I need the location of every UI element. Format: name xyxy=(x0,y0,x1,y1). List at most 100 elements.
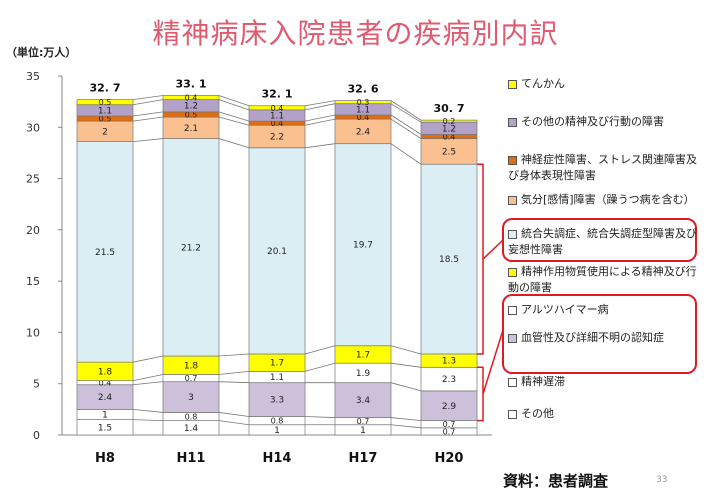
series-connector-line xyxy=(304,100,336,107)
series-connector-line xyxy=(304,416,336,418)
series-connector-line xyxy=(304,345,336,355)
data-label: 0.7 xyxy=(443,420,456,429)
series-connector-line xyxy=(390,362,422,368)
y-tick-label: 35 xyxy=(26,70,40,83)
data-label: 2.4 xyxy=(98,393,113,403)
legend-item: 精神遅滞 xyxy=(508,374,703,390)
data-label: 2.4 xyxy=(356,127,371,137)
legend-label: 気分[感情]障害（躁うつ病を含む） xyxy=(521,193,695,206)
bracket-schizophrenia xyxy=(477,163,484,355)
data-label: 1.1 xyxy=(270,373,284,383)
y-tick-label: 25 xyxy=(26,173,40,186)
data-label: 20.1 xyxy=(267,247,287,257)
data-label: 2.2 xyxy=(270,133,284,143)
source-note: 資料：患者調査 xyxy=(503,472,609,490)
data-label: 1.3 xyxy=(442,357,456,367)
x-tick-label: H11 xyxy=(177,451,206,466)
legend-label: 精神遅滞 xyxy=(521,375,565,388)
series-connector-line xyxy=(132,355,164,363)
series-connector-line xyxy=(132,408,164,413)
data-label: 21.2 xyxy=(181,243,201,253)
series-connector-line xyxy=(218,138,250,149)
bar-segment xyxy=(76,99,134,106)
series-connector-line xyxy=(304,118,336,126)
series-connector-line xyxy=(304,114,336,122)
data-label: 1.1 xyxy=(356,105,370,115)
data-label: 2.9 xyxy=(442,402,457,412)
bracket-connector xyxy=(482,239,504,260)
data-label: 3 xyxy=(188,393,194,403)
series-connector-line xyxy=(218,381,250,384)
data-label: 18.5 xyxy=(439,255,459,265)
legend-item: 神経症性障害、ストレス関連障害及び身体表現性障害 xyxy=(508,152,703,184)
bar-segment xyxy=(76,141,134,363)
legend-highlight-schizophrenia xyxy=(502,218,697,262)
chart-title: 精神病床入院患者の疾病別内訳 xyxy=(152,17,559,50)
data-label: 2 xyxy=(102,127,108,137)
data-label: 1.2 xyxy=(184,102,198,112)
y-tick-label: 30 xyxy=(26,121,40,134)
data-label: 0.5 xyxy=(185,110,198,119)
series-connector-line xyxy=(218,111,250,122)
y-tick-label: 5 xyxy=(33,378,40,391)
legend-label: 精神作用物質使用による精神及び行動の障害 xyxy=(508,265,697,294)
bracket-dementia xyxy=(477,366,484,422)
series-connector-line xyxy=(390,417,422,422)
data-label: 0.4 xyxy=(271,104,284,113)
data-label: 0.8 xyxy=(271,417,284,426)
total-label: 30. 7 xyxy=(434,102,465,115)
y-tick-label: 0 xyxy=(33,429,40,442)
data-label: 2.1 xyxy=(184,124,198,134)
data-label: 0.4 xyxy=(271,119,284,128)
legend-label: その他 xyxy=(521,407,554,420)
data-label: 1.8 xyxy=(98,367,113,377)
series-connector-line xyxy=(218,99,250,111)
series-connector-line xyxy=(218,412,250,417)
bar-segment xyxy=(248,382,306,417)
series-connector-line xyxy=(132,111,164,117)
bar-segment xyxy=(162,95,220,100)
y-tick-label: 15 xyxy=(26,275,40,288)
total-label: 33. 1 xyxy=(176,77,207,90)
legend-item: 精神作用物質使用による精神及び行動の障害 xyxy=(508,264,703,296)
series-connector-line xyxy=(132,116,164,122)
total-label: 32. 6 xyxy=(348,83,379,96)
legend-swatch xyxy=(508,79,517,89)
data-label: 0.7 xyxy=(357,417,370,426)
y-tick-label: 10 xyxy=(26,326,40,339)
data-label: 0.7 xyxy=(443,427,456,436)
bar-segment xyxy=(420,390,478,421)
series-connector-line xyxy=(390,345,422,355)
bracket-connector xyxy=(482,329,504,395)
series-connector-line xyxy=(218,95,250,107)
data-label: 0.7 xyxy=(185,374,198,383)
legend-item: てんかん xyxy=(508,76,703,92)
bar-segment xyxy=(420,119,478,123)
x-tick-label: H8 xyxy=(95,451,115,466)
data-label: 1.1 xyxy=(270,111,284,121)
data-label: 0.5 xyxy=(99,98,112,107)
data-label: 1 xyxy=(274,426,280,436)
data-label: 19.7 xyxy=(353,241,373,251)
series-connector-line xyxy=(218,371,250,375)
legend-swatch xyxy=(508,305,517,315)
legend-swatch xyxy=(508,229,517,239)
series-connector-line xyxy=(132,381,164,386)
data-label: 0.5 xyxy=(99,115,112,124)
legend-swatch xyxy=(508,155,517,165)
data-label: 2.5 xyxy=(442,147,456,157)
series-connector-line xyxy=(390,382,422,392)
data-label: 1.5 xyxy=(98,423,112,433)
series-connector-line xyxy=(390,424,422,429)
legend-label: その他の精神及び行動の障害 xyxy=(521,115,664,128)
series-connector-line xyxy=(304,143,336,149)
series-connector-line xyxy=(304,103,336,111)
data-label: 1.7 xyxy=(356,350,370,360)
legend-label: 神経症性障害、ストレス関連障害及び身体表現性障害 xyxy=(508,153,697,182)
legend-item: 統合失調症、統合失調症型障害及び妄想性障害 xyxy=(508,226,703,258)
x-tick-label: H20 xyxy=(435,451,464,466)
data-label: 3.3 xyxy=(270,396,284,406)
y-tick-label: 20 xyxy=(26,224,40,237)
data-label: 0.2 xyxy=(443,117,456,126)
